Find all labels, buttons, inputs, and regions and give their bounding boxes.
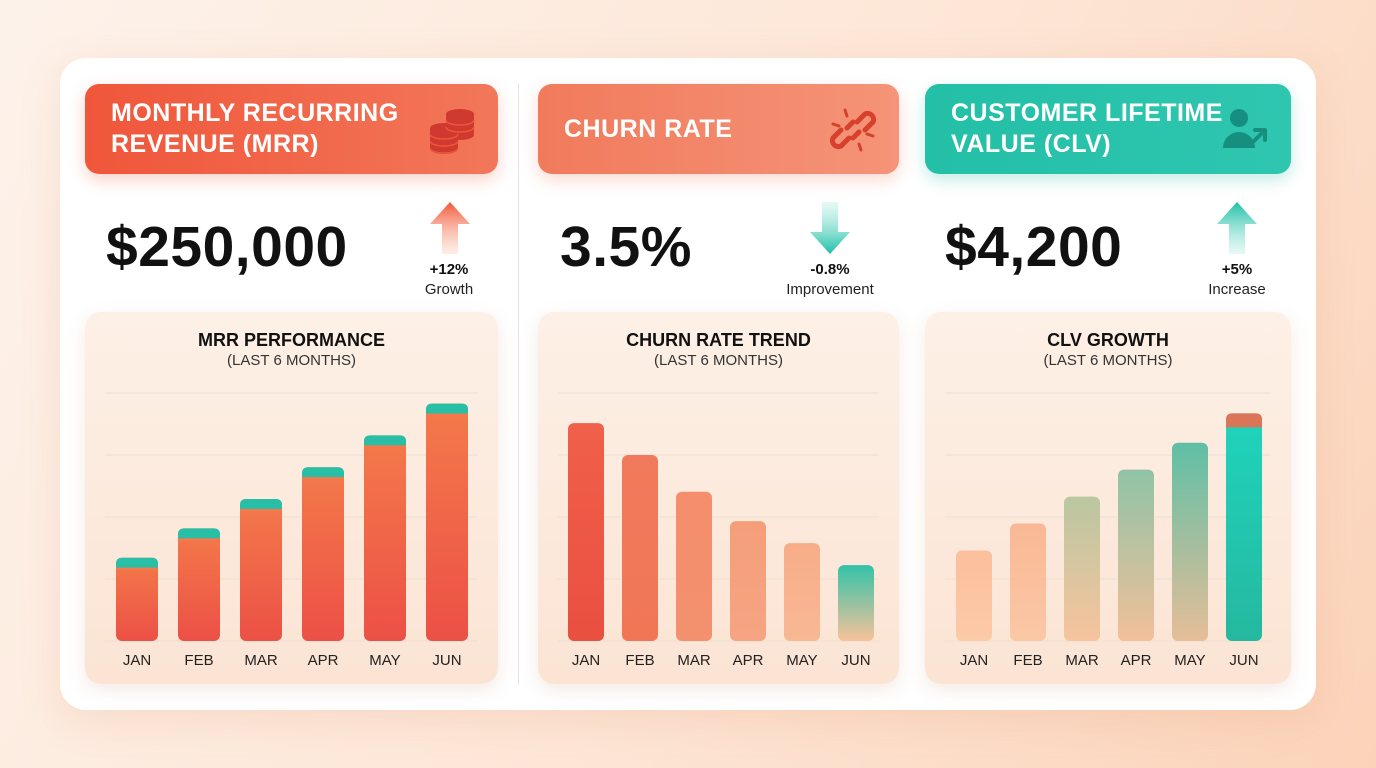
mrr-header: MONTHLY RECURRING REVENUE (MRR) bbox=[85, 84, 498, 174]
bar-feb bbox=[1010, 523, 1046, 641]
bar-may bbox=[1172, 442, 1208, 641]
mrr-chart-subtitle: (LAST 6 MONTHS) bbox=[227, 352, 356, 369]
bar-cap bbox=[1226, 413, 1262, 428]
bar-feb bbox=[178, 528, 220, 641]
x-tick-label: FEB bbox=[625, 652, 654, 669]
bar-cap bbox=[426, 403, 468, 414]
panel-divider bbox=[518, 84, 519, 684]
bar-jan bbox=[568, 423, 604, 641]
bar-cap-edge bbox=[426, 413, 468, 416]
mrr-bar-chart: JAN FEB MAR APR MAY JUN bbox=[105, 392, 478, 669]
bar-mar bbox=[240, 499, 282, 641]
x-tick-label: JUN bbox=[432, 652, 461, 669]
bar-apr bbox=[730, 521, 766, 641]
bar-cap bbox=[178, 528, 220, 539]
mrr-chart-title: MRR PERFORMANCE bbox=[198, 330, 385, 350]
clv-header: CUSTOMER LIFETIME VALUE (CLV) bbox=[925, 84, 1291, 174]
churn-header: CHURN RATE bbox=[538, 84, 899, 174]
x-tick-label: FEB bbox=[1013, 652, 1042, 669]
mrr-value: $250,000 bbox=[106, 215, 348, 279]
broken-link-icon bbox=[829, 108, 877, 152]
x-tick-label: MAY bbox=[786, 652, 817, 669]
churn-change-note: Improvement bbox=[786, 281, 874, 298]
bar-feb bbox=[622, 454, 658, 641]
bar-cap bbox=[116, 557, 158, 568]
x-tick-label: JAN bbox=[960, 652, 988, 669]
clv-bar-chart: JAN FEB MAR APR MAY JUN bbox=[945, 392, 1271, 669]
x-tick-label: APR bbox=[733, 652, 764, 669]
clv-chart-title: CLV GROWTH bbox=[1047, 330, 1169, 350]
mrr-change-note: Growth bbox=[424, 281, 474, 298]
bar-jan bbox=[956, 550, 992, 641]
bar-cap-edge bbox=[364, 445, 406, 448]
arrow-up-icon bbox=[430, 202, 470, 254]
bar-cap bbox=[364, 435, 406, 446]
x-tick-label: MAR bbox=[1065, 652, 1099, 669]
bar-cap-edge bbox=[302, 477, 344, 480]
bar-may bbox=[364, 435, 406, 641]
bar-cap-edge bbox=[178, 538, 220, 541]
clv-change: +5% bbox=[1221, 261, 1253, 278]
bar-jan bbox=[116, 557, 158, 641]
coins-icon bbox=[429, 109, 475, 154]
user-growth-icon bbox=[1223, 109, 1267, 148]
x-tick-label: APR bbox=[1121, 652, 1152, 669]
x-tick-label: MAR bbox=[677, 652, 711, 669]
churn-chart-title: CHURN RATE TREND bbox=[626, 330, 811, 350]
clv-change-note: Increase bbox=[1208, 281, 1266, 298]
x-tick-label: MAY bbox=[369, 652, 400, 669]
x-tick-label: JAN bbox=[123, 652, 151, 669]
bar-mar bbox=[676, 491, 712, 641]
arrow-up-icon bbox=[1217, 202, 1257, 254]
x-tick-label: JAN bbox=[572, 652, 600, 669]
x-tick-label: APR bbox=[308, 652, 339, 669]
bar-apr bbox=[1118, 469, 1154, 641]
x-tick-label: JUN bbox=[1229, 652, 1258, 669]
churn-change: -0.8% bbox=[810, 261, 850, 278]
bar-cap-edge bbox=[240, 509, 282, 512]
x-tick-label: JUN bbox=[841, 652, 870, 669]
x-tick-label: FEB bbox=[184, 652, 213, 669]
churn-value: 3.5% bbox=[560, 215, 692, 279]
bar-cap bbox=[240, 499, 282, 510]
churn-header-label: CHURN RATE bbox=[564, 114, 733, 143]
churn-bar-chart: JAN FEB MAR APR MAY JUN bbox=[558, 392, 879, 669]
bar-cap bbox=[302, 467, 344, 478]
clv-chart-subtitle: (LAST 6 MONTHS) bbox=[1043, 352, 1173, 369]
x-tick-label: MAY bbox=[1174, 652, 1205, 669]
bar-mar bbox=[1064, 496, 1100, 641]
mrr-change: +12% bbox=[429, 261, 469, 278]
bar-jun bbox=[838, 565, 874, 641]
x-tick-label: MAR bbox=[244, 652, 278, 669]
bar-apr bbox=[302, 467, 344, 641]
mrr-header-label: MONTHLY RECURRING REVENUE (MRR) bbox=[111, 99, 399, 158]
clv-value: $4,200 bbox=[945, 215, 1123, 279]
arrow-down-icon bbox=[810, 202, 850, 254]
bar-may bbox=[784, 543, 820, 641]
clv-header-label: CUSTOMER LIFETIME VALUE (CLV) bbox=[951, 99, 1223, 158]
churn-chart-subtitle: (LAST 6 MONTHS) bbox=[654, 352, 783, 369]
bar-jun bbox=[1226, 413, 1262, 641]
bar-cap-edge bbox=[116, 567, 158, 570]
bar-jun bbox=[426, 403, 468, 641]
